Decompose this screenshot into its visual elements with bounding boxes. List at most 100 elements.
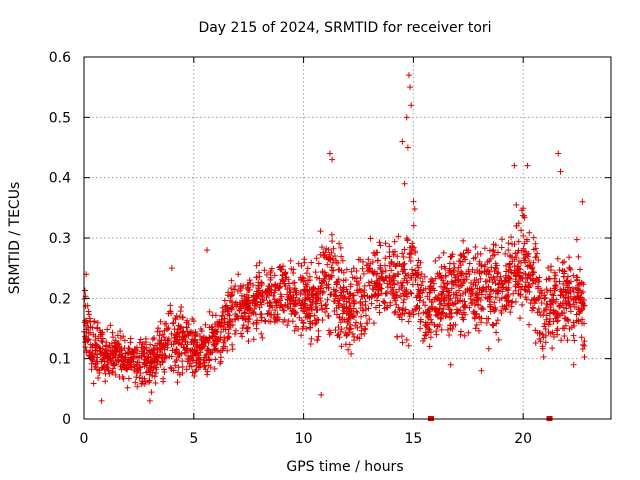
data-point	[250, 320, 257, 327]
data-point	[486, 296, 493, 303]
data-point	[556, 303, 563, 310]
data-point	[515, 238, 522, 245]
data-point	[86, 353, 93, 360]
data-point	[127, 335, 134, 342]
data-point	[157, 361, 164, 368]
data-point	[161, 334, 168, 341]
data-point	[280, 307, 287, 314]
data-point	[262, 318, 269, 325]
data-point	[473, 298, 480, 305]
data-point	[381, 305, 388, 312]
data-point	[131, 367, 138, 374]
data-point	[321, 253, 328, 260]
data-point	[408, 102, 415, 109]
data-point	[267, 302, 274, 309]
data-point	[179, 314, 186, 321]
data-point	[367, 235, 374, 242]
data-point	[92, 364, 99, 371]
data-point	[355, 256, 362, 263]
data-point	[107, 356, 114, 363]
data-point	[154, 328, 161, 335]
data-point	[187, 360, 194, 367]
data-point	[419, 289, 426, 296]
data-point	[375, 282, 382, 289]
data-point	[277, 291, 284, 298]
data-point	[308, 306, 315, 313]
data-point	[313, 300, 320, 307]
data-point	[201, 363, 208, 370]
data-point	[227, 297, 234, 304]
data-point	[342, 330, 349, 337]
data-point	[554, 325, 561, 332]
data-point	[348, 268, 355, 275]
data-point	[317, 288, 324, 295]
data-point	[460, 309, 467, 316]
data-point	[232, 283, 239, 290]
data-point	[168, 341, 175, 348]
data-point	[441, 284, 448, 291]
data-point	[406, 251, 413, 258]
data-point	[440, 306, 447, 313]
data-point	[175, 369, 182, 376]
data-point	[284, 322, 291, 329]
data-point	[491, 251, 498, 258]
data-point	[525, 283, 532, 290]
data-point	[185, 355, 192, 362]
data-point	[370, 320, 377, 327]
data-point	[244, 281, 251, 288]
data-point	[557, 300, 564, 307]
data-point	[249, 300, 256, 307]
data-point	[315, 327, 322, 334]
data-point	[499, 303, 506, 310]
data-point	[228, 305, 235, 312]
data-point	[303, 270, 310, 277]
data-point	[179, 358, 186, 365]
data-point	[427, 316, 434, 323]
data-point	[102, 378, 109, 385]
data-point	[268, 283, 275, 290]
data-point	[192, 368, 199, 375]
data-point	[136, 374, 143, 381]
data-point	[492, 304, 499, 311]
data-point	[318, 305, 325, 312]
data-point	[146, 377, 153, 384]
data-point	[581, 343, 588, 350]
data-point	[547, 330, 554, 337]
data-point	[101, 349, 108, 356]
data-point	[520, 270, 527, 277]
data-point	[301, 259, 308, 266]
data-point	[297, 288, 304, 295]
data-point	[354, 324, 361, 331]
data-point	[571, 303, 578, 310]
data-point	[221, 297, 228, 304]
data-point	[453, 292, 460, 299]
data-point	[155, 325, 162, 332]
data-point	[534, 283, 541, 290]
data-point	[290, 308, 297, 315]
data-point	[508, 254, 515, 261]
data-point	[475, 327, 482, 334]
data-point	[345, 294, 352, 301]
data-point	[505, 279, 512, 286]
data-point	[336, 240, 343, 247]
data-point	[132, 346, 139, 353]
data-point	[437, 301, 444, 308]
data-point	[480, 306, 487, 313]
data-point	[146, 397, 153, 404]
data-point	[275, 284, 282, 291]
data-point	[382, 255, 389, 262]
data-point	[566, 264, 573, 271]
data-point	[406, 310, 413, 317]
data-point	[297, 274, 304, 281]
data-point	[229, 341, 236, 348]
data-point	[515, 281, 522, 288]
data-point	[424, 293, 431, 300]
data-point	[328, 231, 335, 238]
data-point	[429, 305, 436, 312]
data-point	[531, 295, 538, 302]
data-point	[318, 244, 325, 251]
data-point	[370, 286, 377, 293]
data-point	[338, 253, 345, 260]
data-point	[90, 331, 97, 338]
data-point	[124, 384, 131, 391]
